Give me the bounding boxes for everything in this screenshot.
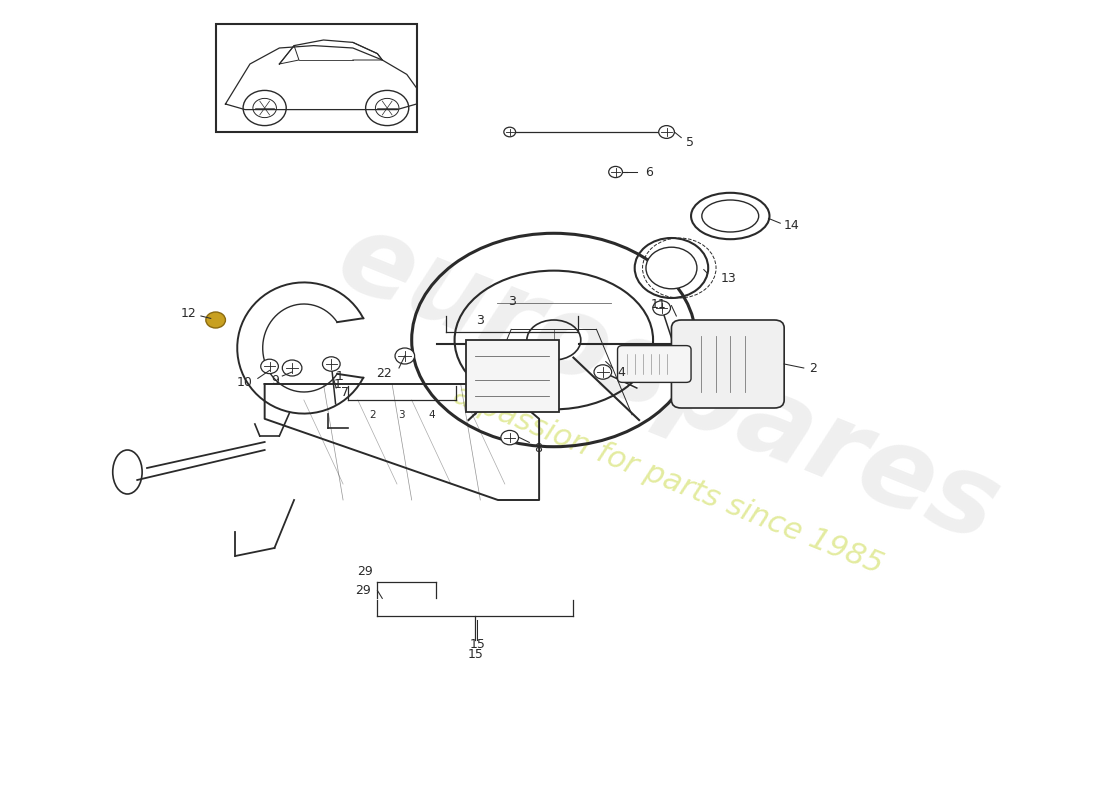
Ellipse shape (702, 200, 759, 232)
Text: 2: 2 (808, 362, 816, 374)
Text: 1: 1 (333, 378, 341, 391)
Text: 3: 3 (476, 314, 484, 326)
Text: 9: 9 (272, 374, 279, 386)
Circle shape (395, 348, 415, 364)
FancyBboxPatch shape (671, 320, 784, 408)
Circle shape (500, 430, 518, 445)
Text: 7: 7 (341, 386, 349, 398)
Text: a passion for parts since 1985: a passion for parts since 1985 (450, 380, 888, 580)
Circle shape (283, 360, 301, 376)
Text: 14: 14 (784, 219, 800, 232)
Text: 5: 5 (686, 136, 694, 149)
Text: 4: 4 (617, 366, 626, 378)
Bar (465, 340, 559, 412)
Ellipse shape (646, 247, 697, 289)
Text: 22: 22 (376, 367, 392, 380)
Circle shape (504, 127, 516, 137)
Text: 13: 13 (720, 272, 736, 285)
Circle shape (594, 365, 612, 379)
Text: 6: 6 (645, 166, 653, 178)
Text: 12: 12 (180, 307, 196, 320)
Text: 2: 2 (370, 410, 376, 419)
Circle shape (652, 301, 671, 315)
Text: 8: 8 (535, 442, 542, 454)
Circle shape (322, 357, 340, 371)
Text: 15: 15 (470, 638, 485, 650)
Text: 3: 3 (508, 295, 516, 308)
Bar (216, 24, 417, 132)
Text: 4: 4 (428, 410, 435, 419)
Text: 11: 11 (651, 298, 667, 310)
Text: 15: 15 (468, 648, 483, 661)
Text: 3: 3 (398, 410, 405, 419)
Circle shape (206, 312, 225, 328)
Circle shape (261, 359, 278, 374)
Circle shape (659, 126, 674, 138)
Text: 10: 10 (236, 376, 253, 389)
Text: 29: 29 (355, 584, 371, 597)
Text: 1: 1 (336, 370, 343, 383)
Text: 29: 29 (356, 566, 373, 578)
Text: eurospares: eurospares (322, 203, 1014, 565)
FancyBboxPatch shape (617, 346, 691, 382)
Circle shape (608, 166, 623, 178)
